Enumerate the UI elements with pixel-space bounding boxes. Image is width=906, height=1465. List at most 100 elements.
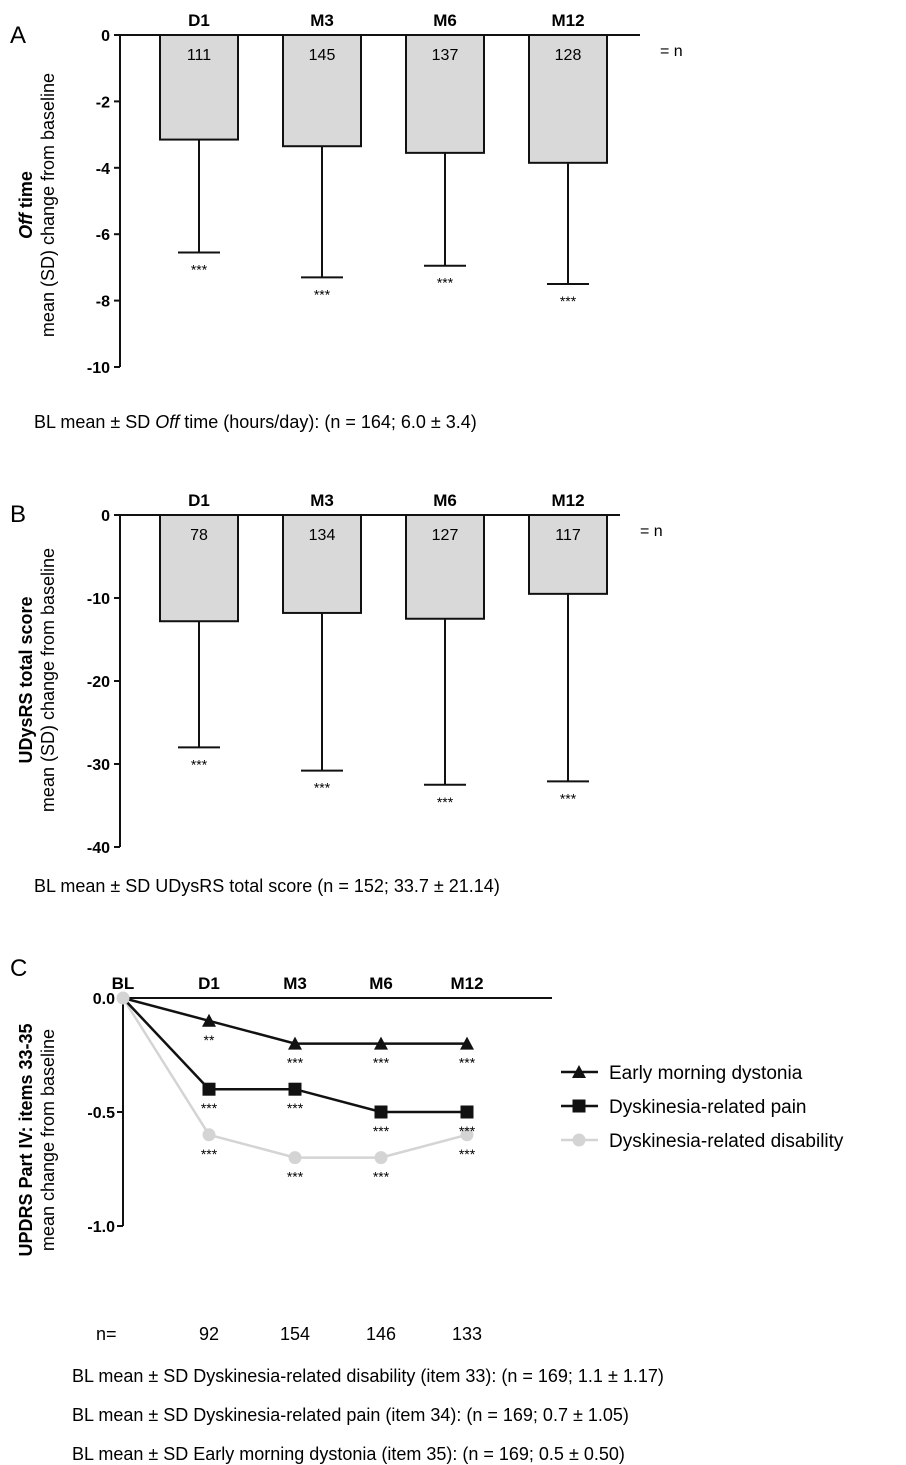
panel-b-ytick-label: -10 [87, 591, 110, 608]
panel-c-ytick-label: -1.0 [87, 1219, 115, 1236]
panel-a: A Off time mean (SD) change from baselin… [10, 11, 683, 432]
panel-a-n-label: 128 [555, 47, 582, 64]
panel-b-ytick-label: -30 [87, 757, 110, 774]
panel-c-significance: *** [459, 1146, 476, 1162]
panel-c-x-label: BL [112, 974, 135, 993]
panel-c-n-label: 154 [280, 1324, 310, 1344]
panel-c-footnote-1: BL mean ± SD Dyskinesia-related disabili… [72, 1366, 664, 1386]
panel-a-n-label: 145 [309, 47, 336, 64]
panel-b-category-label: M3 [310, 491, 334, 510]
panel-c-ylabel-line1: UPDRS Part IV: items 33-35 [16, 1023, 36, 1256]
panel-c-point-circle [288, 1151, 302, 1165]
panel-b-footnote: BL mean ± SD UDysRS total score (n = 152… [34, 876, 500, 896]
panel-c-significance: *** [459, 1055, 476, 1071]
panel-a-n-suffix: = n [660, 43, 683, 60]
panel-c-x-label: M12 [450, 974, 483, 993]
panel-b-bar [528, 514, 608, 595]
panel-c-point-triangle [374, 1036, 388, 1050]
panel-c-significance: *** [201, 1146, 218, 1162]
panel-a-bar [528, 34, 608, 164]
panel-b-ytick-label: 0 [101, 508, 110, 525]
panel-a-plot: 0 -2 -4 -6 -8 -10 D1 111 *** M3 145 *** M6 137 *** M12 1… [87, 11, 683, 377]
panel-b-n-label: 134 [309, 527, 336, 544]
panel-a-n-label: 111 [187, 47, 211, 64]
panel-b-significance: *** [191, 756, 208, 772]
panel-b-ylabel: UDysRS total score mean (SD) change from… [16, 548, 58, 812]
panel-b-bar [405, 514, 485, 620]
panel-c-significance: *** [287, 1100, 304, 1116]
panel-c-significance: ** [204, 1032, 215, 1048]
panel-c-point-triangle [288, 1036, 302, 1050]
panel-b-letter: B [10, 501, 26, 528]
panel-a-significance: *** [560, 293, 577, 309]
panel-c-significance: *** [201, 1100, 218, 1116]
panel-c-point-circle [460, 1128, 474, 1142]
panel-b-category-label: M6 [433, 491, 457, 510]
panel-c-series-line [121, 997, 468, 1159]
panel-c-x-label: D1 [198, 974, 220, 993]
panel-c-letter: C [10, 955, 27, 982]
legend-label: Early morning dystonia [609, 1063, 803, 1084]
panel-c-n-prefix: n= [96, 1324, 117, 1344]
panel-c-footnote-2: BL mean ± SD Dyskinesia-related pain (it… [72, 1405, 629, 1425]
panel-a-significance: *** [437, 275, 454, 291]
panel-b-significance: *** [437, 794, 454, 810]
panel-c-x-label: M3 [283, 974, 307, 993]
panel-c-ytick-label: -0.5 [87, 1105, 115, 1122]
panel-a-footnote-post: time (hours/day): (n = 164; 6.0 ± 3.4) [179, 412, 477, 432]
panel-b-category-label: M12 [551, 491, 584, 510]
panel-a-footnote: BL mean ± SD Off time (hours/day): (n = … [34, 412, 477, 432]
panel-a-footnote-italic: Off [155, 412, 181, 432]
panel-c-significance: *** [459, 1123, 476, 1139]
panel-a-bar [282, 34, 362, 148]
panel-a-ylabel-italic: Off [16, 211, 36, 239]
panel-c-plot: 0.0-0.5-1.0BL D1 M3 M6 M12****** *********** *… [87, 974, 552, 1344]
panel-b-plot: 0 -10 -20 -30 -40 D1 78 *** M3 134 *** M6 127 *** M12 1… [87, 491, 663, 857]
legend-marker-circle [572, 1133, 586, 1147]
panel-b-significance: *** [560, 790, 577, 806]
panel-c-legend: Early morning dystonia Dyskinesia-related… [561, 1063, 844, 1152]
panel-b-ytick-label: -20 [87, 674, 110, 691]
panel-c-significance: *** [373, 1055, 390, 1071]
panel-c-n-label: 133 [452, 1324, 482, 1344]
panel-a-ylabel-rest: time [16, 171, 36, 213]
panel-c-point-circle [374, 1151, 388, 1165]
panel-c-significance: *** [287, 1169, 304, 1185]
panel-a-significance: *** [314, 286, 331, 302]
panel-a-ylabel-line2: mean (SD) change from baseline [38, 73, 58, 337]
panel-c-point-square [288, 1082, 302, 1096]
panel-a-ytick-label: -2 [96, 94, 110, 111]
panel-a-category-label: M3 [310, 11, 334, 30]
panel-c-point-baseline [116, 991, 130, 1005]
panel-c-x-label: M6 [369, 974, 393, 993]
panel-a-bar [159, 34, 239, 141]
panel-a-significance: *** [191, 261, 208, 277]
panel-a-category-label: M6 [433, 11, 457, 30]
panel-b-ytick-label: -40 [87, 840, 110, 857]
panel-b-ylabel-line2: mean (SD) change from baseline [38, 548, 58, 812]
panel-c-ytick-label: 0.0 [93, 991, 115, 1008]
panel-b: B UDysRS total score mean (SD) change fr… [10, 491, 663, 896]
panel-b-bar [282, 514, 362, 614]
panel-a-ylabel: Off time mean (SD) change from baseline [16, 73, 58, 337]
panel-a-letter: A [10, 22, 26, 49]
panel-c-point-triangle [460, 1036, 474, 1050]
panel-c: C UPDRS Part IV: items 33-35 mean change… [10, 955, 844, 1464]
panel-a-category-label: D1 [188, 11, 210, 30]
panel-c-point-triangle [202, 1013, 216, 1027]
panel-c-n-label: 92 [199, 1324, 219, 1344]
panel-c-significance: *** [373, 1169, 390, 1185]
panel-b-ylabel-line1: UDysRS total score [16, 596, 36, 763]
panel-c-footnote-3: BL mean ± SD Early morning dystonia (ite… [72, 1444, 625, 1464]
panel-c-ylabel: UPDRS Part IV: items 33-35 mean change f… [16, 1023, 58, 1256]
panel-a-ytick-label: -8 [96, 294, 110, 311]
legend-marker-triangle [572, 1065, 586, 1078]
panel-c-point-square [374, 1105, 388, 1119]
legend-marker-square [572, 1099, 586, 1113]
panel-c-point-square [460, 1105, 474, 1119]
panel-a-n-label: 137 [432, 47, 459, 64]
panel-b-n-label: 117 [555, 527, 581, 544]
panel-c-significance: *** [373, 1123, 390, 1139]
panel-a-ytick-label: 0 [101, 28, 110, 45]
